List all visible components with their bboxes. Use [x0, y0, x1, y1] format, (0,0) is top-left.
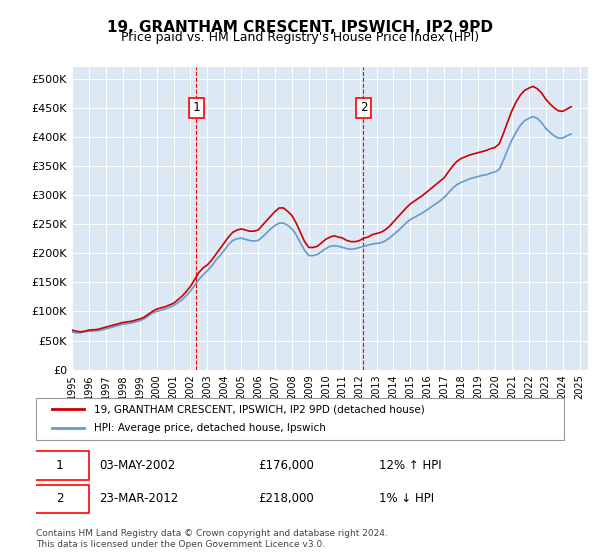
FancyBboxPatch shape: [31, 451, 89, 479]
Text: 19, GRANTHAM CRESCENT, IPSWICH, IP2 9PD: 19, GRANTHAM CRESCENT, IPSWICH, IP2 9PD: [107, 20, 493, 35]
Text: Price paid vs. HM Land Registry's House Price Index (HPI): Price paid vs. HM Land Registry's House …: [121, 31, 479, 44]
FancyBboxPatch shape: [31, 485, 89, 513]
Text: HPI: Average price, detached house, Ipswich: HPI: Average price, detached house, Ipsw…: [94, 423, 326, 433]
Text: 03-MAY-2002: 03-MAY-2002: [100, 459, 176, 472]
Text: 23-MAR-2012: 23-MAR-2012: [100, 492, 179, 505]
FancyBboxPatch shape: [36, 398, 564, 440]
Text: 2: 2: [56, 492, 64, 505]
Text: 1: 1: [56, 459, 64, 472]
Text: 12% ↑ HPI: 12% ↑ HPI: [379, 459, 442, 472]
Text: 2: 2: [360, 101, 367, 114]
Text: £218,000: £218,000: [258, 492, 314, 505]
Text: £176,000: £176,000: [258, 459, 314, 472]
Text: Contains HM Land Registry data © Crown copyright and database right 2024.
This d: Contains HM Land Registry data © Crown c…: [36, 529, 388, 549]
Text: 19, GRANTHAM CRESCENT, IPSWICH, IP2 9PD (detached house): 19, GRANTHAM CRESCENT, IPSWICH, IP2 9PD …: [94, 404, 425, 414]
Text: 1% ↓ HPI: 1% ↓ HPI: [379, 492, 434, 505]
Text: 1: 1: [192, 101, 200, 114]
